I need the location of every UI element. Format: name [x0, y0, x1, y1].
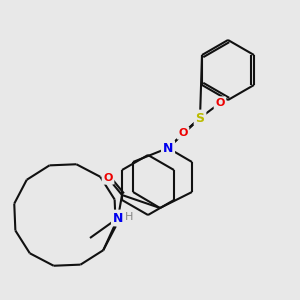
Text: H: H: [125, 212, 133, 222]
Text: N: N: [113, 212, 123, 224]
Text: S: S: [196, 112, 205, 124]
Text: O: O: [103, 173, 113, 183]
Text: O: O: [178, 128, 188, 138]
Text: N: N: [163, 142, 173, 154]
Text: O: O: [215, 98, 225, 108]
